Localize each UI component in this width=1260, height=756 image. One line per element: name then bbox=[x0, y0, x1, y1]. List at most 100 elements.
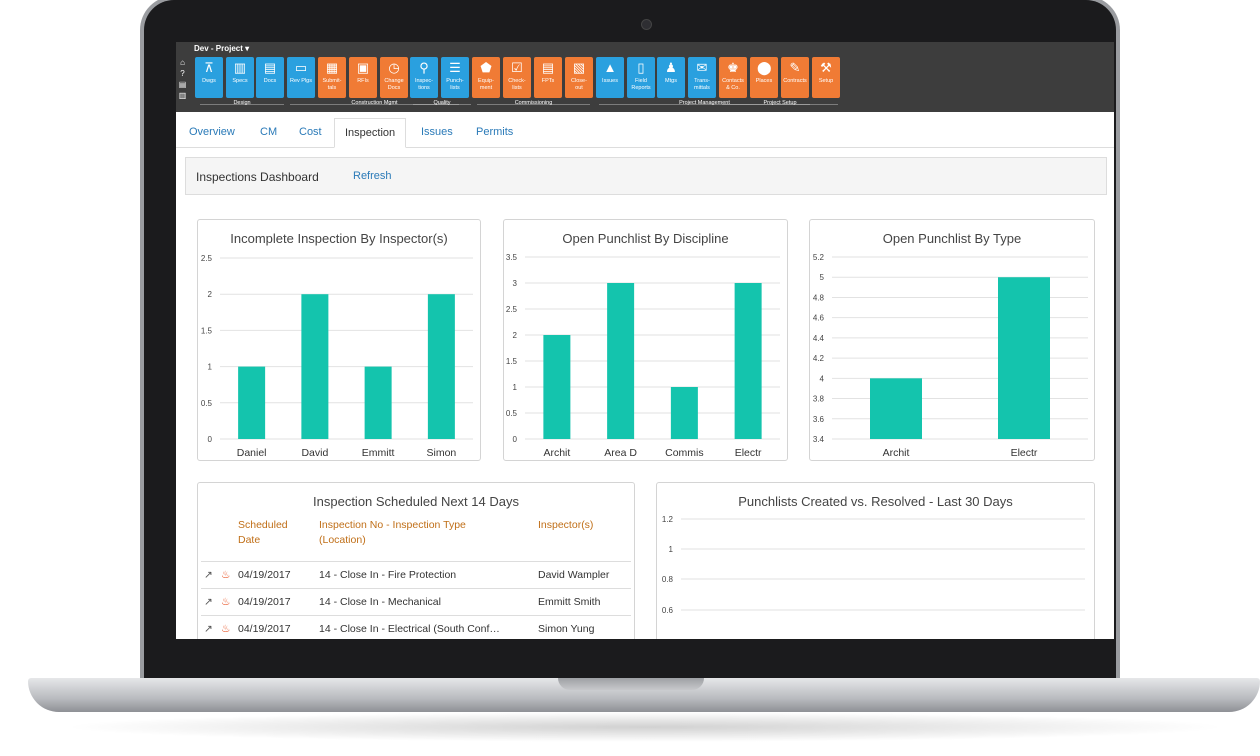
toolbar-button-19[interactable]: ✎ Contracts bbox=[781, 57, 809, 98]
group-divider bbox=[200, 104, 284, 105]
toolbar-button-16[interactable]: ✉ Trans- mittals bbox=[688, 57, 716, 98]
y-tick-label: 3 bbox=[513, 279, 518, 288]
tab-issues[interactable]: Issues bbox=[421, 126, 453, 138]
bar-electr[interactable] bbox=[734, 283, 762, 439]
toolbar-button-label: Docs bbox=[263, 78, 277, 84]
x-tick-label: Emmitt bbox=[362, 447, 395, 459]
x-tick-label: Daniel bbox=[237, 447, 267, 459]
bar-archit[interactable] bbox=[543, 335, 571, 439]
report-icon[interactable]: ▤ bbox=[178, 80, 187, 89]
cell-inspector: David Wampler bbox=[538, 569, 610, 581]
discipline-chart-panel: Open Punchlist By Discipline 0 0.5 1 1.5 2 2.… bbox=[503, 219, 788, 461]
y-tick-label: 1 bbox=[513, 383, 518, 392]
contacts-icon: ♚ bbox=[727, 60, 739, 75]
toolbar-button-20[interactable]: ⚒ Setup bbox=[812, 57, 840, 98]
toolbar-button-label: Close- out bbox=[571, 78, 587, 91]
open-link-icon[interactable]: ↗ bbox=[204, 596, 213, 608]
toolbar-button-10[interactable]: ☑ Check- lists bbox=[503, 57, 531, 98]
type-bar-chart: 3.4 3.6 3.8 4 4.2 4.4 4.6 4.8 5 5.2 Archit Electr bbox=[813, 253, 1088, 459]
x-tick-label: Commis bbox=[665, 447, 704, 459]
schedule-title: Inspection Scheduled Next 14 Days bbox=[313, 494, 519, 509]
toolbar-button-label: Punch- lists bbox=[446, 78, 464, 91]
group-divider bbox=[599, 104, 810, 105]
toolbar-group-label: Project Setup bbox=[763, 100, 797, 106]
toolbar-button-4[interactable]: ▦ Submit- tals bbox=[318, 57, 346, 98]
tab-permits[interactable]: Permits bbox=[476, 126, 514, 138]
tab-cm[interactable]: CM bbox=[260, 126, 278, 138]
toolbar-button-3[interactable]: ▭ Rev Plgs bbox=[287, 57, 315, 98]
group-divider bbox=[477, 104, 590, 105]
toolbar-button-label: Rev Plgs bbox=[289, 78, 312, 84]
side-icons: ⌂ ? ▤ ▥ bbox=[178, 58, 189, 102]
fpt-icon: ▤ bbox=[541, 60, 555, 75]
cell-inspection: 14 - Close In - Electrical (South Conf… bbox=[319, 623, 500, 635]
building-icon[interactable]: ▥ bbox=[178, 91, 187, 100]
y-tick-label: 0.5 bbox=[201, 399, 213, 408]
toolbar-button-6[interactable]: ◷ Change Docs bbox=[380, 57, 408, 98]
cell-date: 04/19/2017 bbox=[238, 596, 291, 608]
toolbar-button-1[interactable]: ▥ Specs bbox=[226, 57, 254, 98]
toolbar-group-2: Quality bbox=[411, 100, 473, 108]
fire-icon: ♨ bbox=[221, 623, 231, 635]
compass-icon: ⊼ bbox=[204, 60, 214, 75]
home-icon[interactable]: ⌂ bbox=[180, 58, 185, 67]
y-tick-label: 0 bbox=[208, 435, 213, 444]
bar-commis[interactable] bbox=[670, 387, 698, 439]
people-icon: ♟ bbox=[665, 60, 677, 75]
laptop-shadow bbox=[60, 712, 1230, 742]
toolbar-button-17[interactable]: ♚ Contacts & Co. bbox=[719, 57, 747, 98]
toolbar-button-label: Check- lists bbox=[508, 78, 526, 91]
tab-overview[interactable]: Overview bbox=[189, 126, 235, 138]
toolbar-group-label: Project Management bbox=[679, 100, 730, 106]
toolbar-button-7[interactable]: ⚲ Inspec- tions bbox=[410, 57, 438, 98]
open-link-icon[interactable]: ↗ bbox=[204, 569, 213, 581]
toolbar-button-18[interactable]: ⬤ Places bbox=[750, 57, 778, 98]
toolbar-button-5[interactable]: ▣ RFIs bbox=[349, 57, 377, 98]
col-scheduled-date[interactable]: Scheduled Date bbox=[238, 519, 288, 546]
submittal-icon: ▦ bbox=[325, 60, 339, 75]
toolbar-button-2[interactable]: ▤ Docs bbox=[256, 57, 284, 98]
cell-date: 04/19/2017 bbox=[238, 569, 291, 581]
cell-inspector: Emmitt Smith bbox=[538, 596, 601, 608]
tab-cost[interactable]: Cost bbox=[299, 126, 322, 138]
bar-daniel[interactable] bbox=[238, 366, 266, 439]
bar-david[interactable] bbox=[301, 294, 329, 439]
project-selector[interactable]: Dev - Project ▾ bbox=[194, 44, 250, 53]
toolbar-button-label: Dwgs bbox=[202, 78, 216, 84]
y-tick-label: 2 bbox=[513, 331, 518, 340]
bar-simon[interactable] bbox=[427, 294, 455, 439]
help-icon[interactable]: ? bbox=[180, 69, 185, 78]
table-row[interactable]: ↗ ♨ 04/19/2017 14 - Close In - Fire Protect… bbox=[201, 561, 631, 588]
phone-icon: ▯ bbox=[637, 60, 645, 75]
toolbar-button-12[interactable]: ▧ Close- out bbox=[565, 57, 593, 98]
toolbar-button-11[interactable]: ▤ FPTs bbox=[534, 57, 562, 98]
camera-icon bbox=[641, 19, 652, 30]
toolbar-button-8[interactable]: ☰ Punch- lists bbox=[441, 57, 469, 98]
cell-inspector: Simon Yung bbox=[538, 623, 595, 635]
pin-icon: ⬤ bbox=[757, 60, 772, 75]
bar-archit[interactable] bbox=[870, 378, 922, 439]
toolbar-button-14[interactable]: ▯ Field Reports bbox=[627, 57, 655, 98]
toolbar-button-label: Inspec- tions bbox=[414, 78, 434, 91]
refresh-link[interactable]: Refresh bbox=[353, 170, 392, 182]
open-link-icon[interactable]: ↗ bbox=[204, 623, 213, 635]
tab-inspection[interactable]: Inspection bbox=[334, 118, 407, 148]
y-tick-label: 3.6 bbox=[813, 415, 825, 424]
toolbar-button-13[interactable]: ▲ Issues bbox=[596, 57, 624, 98]
group-divider bbox=[722, 104, 838, 105]
table-row[interactable]: ↗ ♨ 04/19/2017 14 - Close In - Electrical (… bbox=[201, 615, 631, 639]
toolbar-group-5: Project Setup bbox=[720, 100, 840, 108]
toolbar-button-label: Issues bbox=[602, 78, 618, 84]
col-inspection[interactable]: Inspection No - Inspection Type (Locatio… bbox=[319, 519, 466, 546]
y-tick-label: 1.5 bbox=[506, 357, 518, 366]
bar-electr[interactable] bbox=[998, 277, 1050, 439]
toolbar-button-15[interactable]: ♟ Mtgs bbox=[657, 57, 685, 98]
cell-inspection: 14 - Close In - Mechanical bbox=[319, 596, 441, 608]
toolbar-button-9[interactable]: ⬟ Equip- ment bbox=[472, 57, 500, 98]
col-inspector[interactable]: Inspector(s) bbox=[538, 519, 594, 531]
table-row[interactable]: ↗ ♨ 04/19/2017 14 - Close In - Mechanical Em… bbox=[201, 588, 631, 615]
toolbar-button-0[interactable]: ⊼ Dwgs bbox=[195, 57, 223, 98]
bar-area-d[interactable] bbox=[607, 283, 635, 439]
envelope-icon: ✉ bbox=[696, 60, 708, 75]
bar-emmitt[interactable] bbox=[364, 366, 392, 439]
